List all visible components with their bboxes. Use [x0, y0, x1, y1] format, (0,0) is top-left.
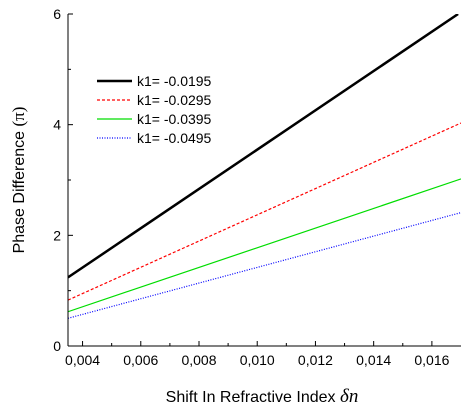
y-tick-label-3: 4	[53, 117, 61, 133]
y-tick-label-2: 2	[53, 227, 61, 243]
axes	[67, 14, 461, 347]
legend-label-4: k1= -0.0495	[137, 130, 212, 146]
series-layer	[68, 14, 461, 319]
series-line-1	[68, 14, 459, 279]
legend-label-2: k1= -0.0295	[137, 92, 212, 108]
x-tick-label-2: 0,006	[123, 352, 158, 368]
legend: k1= -0.0195 k1= -0.0295 k1= -0.0395 k1= -0.…	[97, 73, 212, 146]
x-tick-label-6: 0,014	[356, 352, 391, 368]
ticks: 0,004 0,006 0,008 0,010 0,012 0,014 0,016 0 2 4 6	[53, 6, 449, 368]
series-line-3	[68, 178, 461, 313]
y-tick-label-1: 0	[53, 338, 61, 354]
y-axis-unit: (π)	[9, 107, 28, 127]
y-tick-label-4: 6	[53, 6, 61, 22]
x-axis-symbol: δn	[340, 386, 358, 407]
x-axis-label: Shift In Refractive Index δn	[166, 386, 359, 407]
series-line-2	[68, 122, 461, 301]
x-tick-label-1: 0,004	[65, 352, 100, 368]
series-line-4	[68, 212, 461, 319]
x-tick-label-5: 0,012	[298, 352, 333, 368]
legend-label-1: k1= -0.0195	[137, 73, 212, 89]
y-axis-label: Phase Difference (π)	[9, 107, 28, 254]
x-tick-label-3: 0,008	[181, 352, 216, 368]
x-tick-label-7: 0,016	[414, 352, 449, 368]
x-tick-label-4: 0,010	[240, 352, 275, 368]
legend-label-3: k1= -0.0395	[137, 111, 212, 127]
